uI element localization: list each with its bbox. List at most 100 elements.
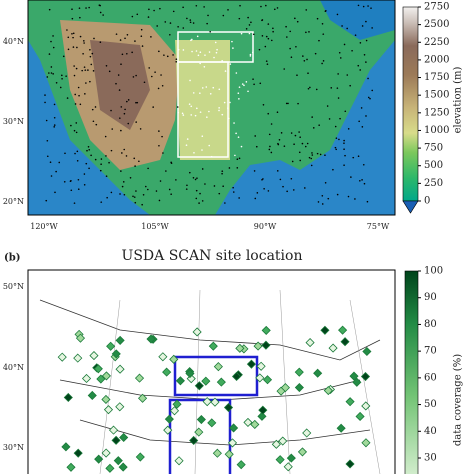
station: [196, 107, 198, 110]
station: [65, 75, 67, 77]
station: [203, 6, 205, 8]
station: [118, 89, 121, 91]
station: [170, 193, 172, 195]
station: [84, 93, 86, 95]
station: [141, 45, 144, 47]
station: [256, 192, 259, 194]
station: [121, 53, 124, 56]
station: [89, 80, 91, 83]
station: [328, 118, 331, 120]
station: [261, 35, 264, 37]
station: [175, 58, 178, 60]
station: [213, 185, 216, 187]
station: [182, 49, 185, 51]
station: [227, 107, 229, 109]
station: [181, 112, 184, 115]
station: [238, 98, 240, 100]
site: [185, 368, 195, 379]
station: [132, 195, 134, 198]
station: [270, 39, 273, 42]
station: [237, 136, 240, 138]
station: [195, 189, 198, 192]
station: [292, 189, 295, 191]
station: [370, 7, 372, 9]
station: [361, 126, 364, 128]
station: [74, 93, 77, 96]
station: [189, 79, 191, 82]
station: [302, 55, 304, 57]
station: [73, 74, 76, 77]
station: [168, 188, 171, 191]
site: [192, 327, 202, 337]
station: [343, 142, 345, 144]
station: [105, 155, 107, 157]
station: [123, 193, 126, 196]
station: [46, 155, 49, 158]
station: [240, 32, 243, 35]
station: [276, 170, 279, 172]
site: [294, 367, 304, 377]
station: [222, 14, 225, 17]
station: [318, 124, 320, 126]
station: [269, 145, 271, 148]
station: [73, 202, 76, 204]
station: [315, 88, 318, 91]
site: [253, 341, 263, 351]
station: [147, 16, 150, 18]
station: [308, 31, 310, 33]
station: [359, 42, 362, 44]
station: [360, 107, 363, 109]
station: [131, 15, 134, 18]
station: [66, 29, 68, 31]
station: [359, 179, 361, 182]
station: [186, 17, 188, 20]
station: [324, 10, 327, 13]
station: [218, 88, 221, 91]
station: [75, 122, 78, 124]
site: [283, 462, 293, 472]
station: [110, 109, 112, 112]
station: [50, 175, 53, 177]
station: [233, 122, 235, 124]
station: [53, 126, 56, 128]
station: [158, 130, 160, 132]
station: [357, 4, 360, 7]
site: [61, 442, 71, 452]
station: [249, 53, 252, 56]
station: [190, 105, 193, 108]
station: [172, 54, 174, 56]
station: [147, 167, 149, 170]
station: [182, 114, 185, 116]
station: [158, 144, 160, 147]
station: [125, 155, 128, 157]
station: [267, 190, 270, 192]
site: [271, 439, 281, 449]
station: [243, 84, 245, 87]
station: [349, 84, 351, 87]
station: [44, 101, 46, 104]
station: [132, 76, 135, 78]
station: [210, 155, 213, 158]
station: [83, 66, 86, 68]
station: [367, 5, 369, 7]
station: [347, 128, 350, 130]
station: [237, 92, 240, 95]
site: [194, 427, 204, 437]
site: [89, 351, 99, 361]
station: [218, 192, 221, 195]
station: [201, 149, 203, 151]
station: [285, 25, 287, 28]
lon-label: 90°W: [254, 222, 277, 231]
station: [238, 157, 241, 160]
map-frame: [27, 0, 396, 216]
site: [73, 353, 83, 363]
station: [92, 70, 95, 72]
site: [63, 392, 73, 403]
site: [196, 414, 206, 425]
station: [115, 82, 117, 85]
station: [227, 9, 229, 11]
station: [166, 55, 169, 58]
station: [201, 87, 204, 89]
site: [340, 337, 350, 347]
station: [201, 168, 204, 170]
